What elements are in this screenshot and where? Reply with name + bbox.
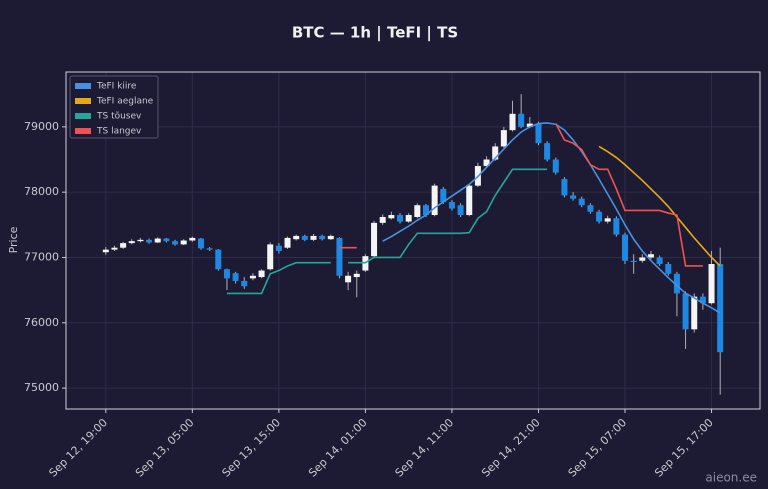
candle-body (535, 123, 542, 144)
candle-body (483, 159, 490, 167)
candle-body (241, 280, 248, 287)
candle-body (128, 241, 135, 244)
candle-body (561, 179, 568, 196)
overlay-line (348, 168, 548, 264)
candle-body (544, 143, 551, 160)
candle-body (682, 293, 689, 330)
legend-swatch (75, 98, 91, 104)
candle-body (102, 249, 109, 253)
plot-frame (65, 71, 761, 410)
y-axis-label: Price (7, 226, 20, 253)
candle-body (353, 273, 360, 278)
overlay-line (382, 122, 721, 314)
candle-body (570, 195, 577, 199)
candle-body (284, 237, 291, 248)
candle-body (699, 296, 706, 304)
candle-body (552, 159, 559, 173)
candle-body (397, 215, 404, 222)
legend-label: TeFI kiire (96, 82, 137, 92)
candle-body (665, 264, 672, 274)
candle-body (137, 239, 144, 242)
y-tick-label: 75000 (24, 381, 59, 394)
candle-body (345, 275, 352, 283)
y-tick-label: 78000 (24, 185, 59, 198)
candle-body (440, 188, 447, 202)
candle-body (492, 146, 499, 160)
overlay-line (226, 261, 331, 295)
legend-box (69, 75, 159, 139)
candle-body (613, 218, 620, 235)
candle-body (232, 273, 239, 281)
candle-body (327, 235, 334, 240)
candle-body (431, 185, 438, 216)
candle-body (405, 215, 412, 222)
legend-label: TS tõusev (96, 112, 142, 122)
candle-body (622, 234, 629, 261)
candle-body (146, 239, 153, 243)
candle-body (656, 257, 663, 265)
candle-body (708, 264, 715, 304)
candle-body (518, 113, 525, 127)
candle-body (587, 205, 594, 212)
overlay-line (555, 123, 703, 267)
candle-body (154, 238, 161, 243)
legend-label: TeFI aeglane (96, 97, 154, 107)
candle-body (293, 235, 300, 240)
legend-label: TS langev (96, 127, 142, 137)
candle-body (526, 123, 533, 127)
candle-body (267, 244, 274, 270)
candle-body (249, 275, 256, 279)
candle-body (206, 248, 213, 250)
legend-swatch (75, 83, 91, 89)
candle-body (275, 245, 282, 251)
candle-body (509, 113, 516, 131)
candle-body (448, 201, 455, 209)
candle-body (215, 249, 222, 270)
chart-title: BTC — 1h | TeFI | TS (292, 24, 458, 43)
candle-body (180, 240, 187, 245)
candle-body (457, 205, 464, 216)
legend: TeFI kiire TeFI aeglane TS tõusev TS langev (69, 75, 159, 139)
candle-body (691, 296, 698, 330)
candle-body (604, 218, 611, 222)
candle-body (466, 185, 473, 216)
candle-body (596, 211, 603, 222)
candle-body (500, 130, 507, 147)
candle-body (310, 235, 317, 240)
legend-swatch (75, 128, 91, 134)
candle-body (223, 269, 230, 279)
candle-body (422, 205, 429, 216)
candle-body (647, 254, 654, 258)
candle-body (172, 241, 179, 245)
candle-body (197, 238, 204, 249)
candle-body (639, 257, 646, 261)
y-tick-label: 79000 (24, 120, 59, 133)
candle-body (301, 235, 308, 240)
candle-body (578, 198, 585, 206)
candle-body (717, 264, 724, 353)
candle-body (189, 237, 196, 241)
candle-body (379, 216, 386, 223)
candle-body (673, 273, 680, 294)
candle-body (336, 237, 343, 276)
candle-body (163, 238, 170, 242)
candle-body (371, 222, 378, 257)
y-tick-label: 76000 (24, 316, 59, 329)
candle-body (258, 270, 265, 278)
candle-body (630, 260, 637, 263)
candle-body (111, 247, 118, 250)
candle-body (388, 215, 395, 219)
candle-body (319, 235, 326, 240)
overlay-line (598, 145, 721, 267)
candle-body (120, 243, 127, 248)
legend-swatch (75, 113, 91, 119)
y-tick-label: 77000 (24, 250, 59, 263)
watermark: aieon.ee (705, 471, 757, 485)
candle-body (414, 205, 421, 217)
